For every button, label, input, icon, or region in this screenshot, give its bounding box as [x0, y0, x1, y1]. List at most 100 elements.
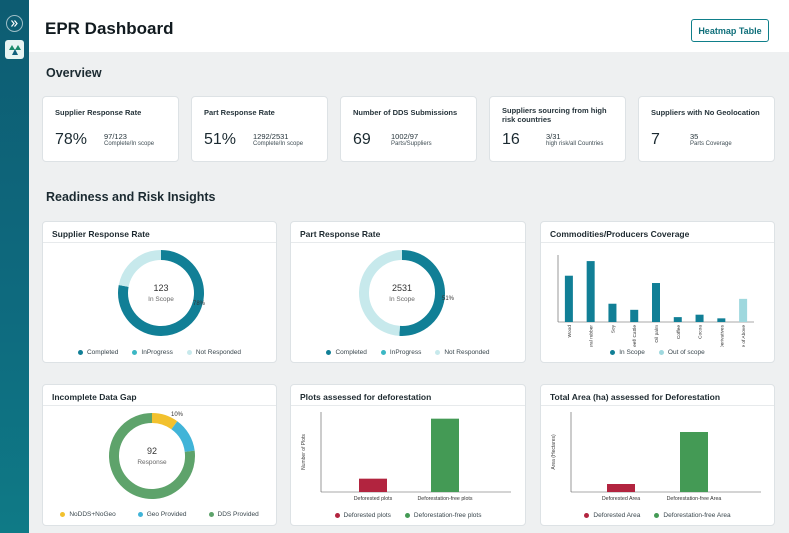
bar-oil-palm[interactable] — [652, 283, 660, 322]
donut-slice-completed[interactable] — [118, 250, 204, 336]
tick-label: Deforested Area — [602, 496, 640, 502]
card-incomplete-data-gap: Incomplete Data Gap 92 Response 10% NoDD… — [42, 384, 277, 526]
legend-item: Not Responded — [186, 349, 241, 356]
kpi-label: Suppliers sourcing from high risk countr… — [502, 106, 607, 124]
center-value: 92 — [147, 446, 157, 456]
tick-label: Cocoa — [698, 325, 704, 339]
card-divider — [43, 242, 276, 243]
commodities-bar-chart: Wood Natural rubber Soy Beef/ Cattle Oil pal… — [557, 255, 754, 347]
bar-beef-cattle[interactable] — [630, 309, 639, 322]
legend-item: Out of scope — [658, 349, 705, 356]
double-chevron-right-icon — [11, 20, 18, 27]
card-plots-deforestation: Plots assessed for deforestation Number … — [290, 384, 526, 526]
legend-dot — [132, 350, 138, 355]
kpi-card-no-geolocation[interactable]: Suppliers with No Geolocation 7 35 Parts… — [638, 96, 775, 162]
data-label: 10% — [171, 412, 184, 418]
expand-sidebar-button[interactable] — [6, 15, 23, 32]
card-title: Plots assessed for deforestation — [300, 392, 432, 402]
bar-soy[interactable] — [608, 303, 617, 322]
bar-none-of-above[interactable] — [739, 298, 748, 322]
legend-item: In Scope — [610, 349, 645, 356]
legend-item: DDS Provided — [208, 511, 259, 518]
kpi-sub: high risk/all Countries — [546, 141, 604, 147]
kpi-card-dds-submissions[interactable]: Number of DDS Submissions 69 1002/97 Par… — [340, 96, 477, 162]
center-label: Response — [137, 459, 167, 466]
page-title: EPR Dashboard — [45, 19, 174, 38]
data-gap-donut-chart: 92 Response 10% — [109, 412, 195, 499]
legend-item: Deforestation-free Area — [654, 512, 731, 519]
donut-slice-nodds-nogeo[interactable] — [151, 413, 178, 430]
legend-label: Deforested plots — [343, 512, 391, 519]
bar-cocoa[interactable] — [695, 314, 704, 322]
chart-legend: Deforested Area Deforestation-free Area — [541, 512, 774, 519]
chart-legend: Deforested plots Deforestation-free plot… — [291, 512, 525, 519]
page-header: EPR Dashboard Heatmap Table — [29, 0, 789, 52]
kpi-ratio: 97/123 — [104, 132, 127, 141]
legend-dot — [137, 512, 143, 517]
legend-label: DDS Provided — [217, 511, 259, 518]
legend-item: Completed — [326, 349, 367, 356]
legend-dot — [658, 350, 664, 355]
card-title: Supplier Response Rate — [52, 229, 150, 239]
donut-slice-not-responded[interactable] — [118, 250, 162, 288]
area-bar-chart: Area (Hectares) Deforested Area Deforestat… — [551, 412, 761, 502]
legend-dot — [404, 513, 410, 518]
bar-deforested-plots[interactable] — [359, 478, 387, 492]
kpi-card-supplier-response[interactable]: Supplier Response Rate 78% 97/123 Comple… — [42, 96, 179, 162]
center-value: 2531 — [392, 283, 412, 293]
tick-label: None of Above — [741, 325, 747, 347]
legend-label: Deforestation-free Area — [663, 512, 731, 519]
bar-deforestation-free-area[interactable] — [680, 432, 708, 492]
donut-slice-dds-provided[interactable] — [109, 413, 195, 499]
legend-dot — [380, 350, 386, 355]
card-supplier-response: Supplier Response Rate 123 In Scope 78% … — [42, 221, 277, 363]
legend-label: Geo Provided — [146, 511, 187, 518]
card-divider — [291, 242, 525, 243]
kpi-ratio: 3/31 — [546, 132, 561, 141]
bar-wood[interactable] — [564, 275, 573, 322]
kpi-value: 7 — [651, 131, 660, 148]
legend-label: InProgress — [389, 349, 422, 356]
app-logo[interactable] — [5, 40, 24, 59]
y-axis-label: Number of Plots — [301, 434, 307, 470]
donut-slice-completed[interactable] — [399, 250, 445, 336]
bar-cdg-derivatives[interactable] — [717, 318, 726, 322]
legend-label: Deforested Area — [593, 512, 641, 519]
tick-label: Beef/ Cattle — [632, 325, 638, 347]
bar-deforested-area[interactable] — [607, 484, 635, 492]
tick-label: Deforestation-free Area — [667, 496, 722, 502]
chart-legend: In Scope Out of scope — [541, 349, 774, 356]
card-divider — [541, 242, 774, 243]
legend-item: Deforested Area — [584, 512, 640, 519]
tick-label: Deforested plots — [354, 496, 393, 502]
legend-dot — [334, 513, 340, 518]
supplier-donut-chart: 123 In Scope 78% — [118, 250, 206, 336]
legend-dot — [208, 512, 214, 517]
tree-logo-icon — [8, 44, 21, 55]
donut-slice-not-responded[interactable] — [359, 250, 403, 336]
legend-label: NoDDS+NoGeo — [69, 511, 116, 518]
data-label: 51% — [442, 296, 455, 302]
legend-dot — [654, 513, 660, 518]
chart-legend: Completed InProgress Not Responded — [43, 349, 276, 356]
chart-legend: NoDDS+NoGeo Geo Provided DDS Provided — [43, 511, 276, 518]
card-commodities-coverage: Commodities/Producers Coverage Wood Natur… — [540, 221, 775, 363]
kpi-card-high-risk-countries[interactable]: Suppliers sourcing from high risk countr… — [489, 96, 626, 162]
bar-deforestation-free-plots[interactable] — [431, 418, 459, 492]
kpi-card-part-response[interactable]: Part Response Rate 51% 1292/2531 Complet… — [191, 96, 328, 162]
kpi-label: Part Response Rate — [204, 108, 275, 117]
kpi-value: 51% — [204, 131, 237, 148]
kpi-sub: Parts Coverage — [690, 141, 732, 147]
legend-label: Deforestation-free plots — [413, 512, 482, 519]
bar-coffee[interactable] — [673, 317, 682, 322]
legend-dot — [584, 513, 590, 518]
kpi-value: 78% — [55, 131, 88, 148]
tick-label: Coffee — [676, 325, 682, 339]
tick-label: Oil palm — [654, 325, 660, 343]
bar-natural-rubber[interactable] — [586, 261, 595, 322]
y-axis-label: Area (Hectares) — [551, 434, 557, 470]
heatmap-table-button[interactable]: Heatmap Table — [691, 19, 769, 42]
donut-slice-geo-provided[interactable] — [171, 421, 195, 453]
legend-dot — [60, 512, 66, 517]
kpi-sub: Complete/In scope — [253, 141, 304, 147]
